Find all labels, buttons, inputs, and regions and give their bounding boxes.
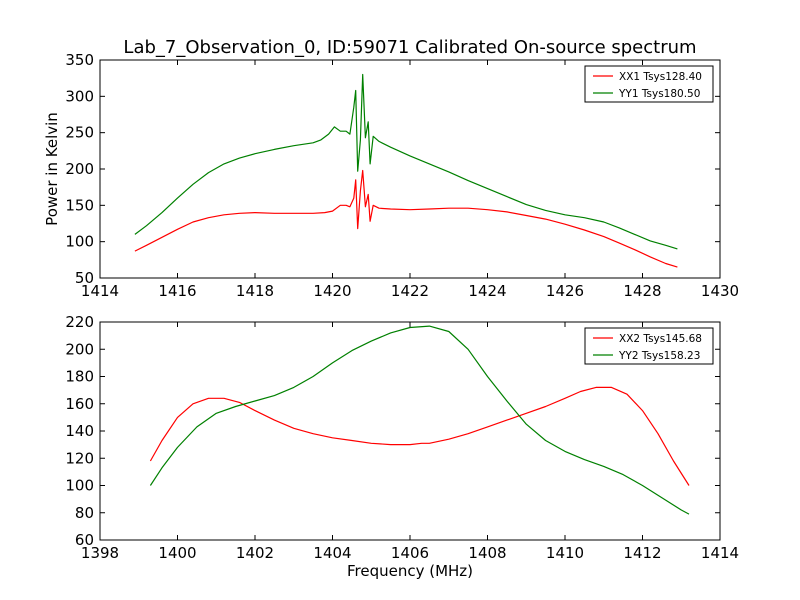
y-tick-label: 50 [75,269,94,287]
x-tick-label: 1414 [81,282,119,300]
y-tick-label: 100 [65,477,94,495]
y-tick-label: 220 [65,313,94,331]
y-tick-label: 160 [65,395,94,413]
series-line-yy-panel-1 [134,73,678,250]
x-tick-label: 1408 [468,544,506,562]
legend: XX1 Tsys128.40 YY1 Tsys180.50 [584,65,714,103]
x-tick-label: 1420 [313,282,351,300]
top-plot-panel: 1414 1416 1418 1420 1422 1424 1426 1428 1430 50 10… [65,51,739,300]
x-tick-label: 1406 [391,544,429,562]
y-tick-label: 200 [65,160,94,178]
legend: XX2 Tsys145.68 YY2 Tsys158.23 [584,327,714,365]
y-tick-label: 200 [65,340,94,358]
y-tick-label: 80 [75,504,94,522]
y-tick-label: 120 [65,449,94,467]
legend-entry: XX2 Tsys145.68 [619,333,702,345]
x-tick-label: 1416 [158,282,196,300]
series-line-yy-panel-2 [149,325,690,515]
x-tick-label: 1424 [468,282,506,300]
x-tick-label: 1418 [236,282,274,300]
y-tick-label: 250 [65,124,94,142]
series-line-xx-panel-2 [149,386,690,486]
y-tick-label: 300 [65,87,94,105]
x-tick-label: 1404 [313,544,351,562]
x-tick-label: 1422 [391,282,429,300]
legend-box [584,65,714,103]
x-tick-label: 1410 [546,544,584,562]
x-tick-label: 1430 [701,282,739,300]
bottom-plot-panel: 1398 1400 1402 1404 1406 1408 1410 1412 1414 60 80… [65,313,739,562]
x-tick-label: 1428 [623,282,661,300]
x-tick-label: 1426 [546,282,584,300]
legend-entry: YY2 Tsys158.23 [618,350,700,362]
x-tick-label: 1412 [623,544,661,562]
series-line-xx-panel-1 [134,169,678,268]
x-tick-label: 1402 [236,544,274,562]
y-tick-label: 180 [65,368,94,386]
x-tick-label: 1414 [701,544,739,562]
figure-title: Lab_7_Observation_0, ID:59071 Calibrated… [123,37,696,58]
y-tick-label: 60 [75,531,94,549]
y-axis-label-top: Power in Kelvin [43,112,61,226]
x-tick-label: 1398 [81,544,119,562]
legend-entry: XX1 Tsys128.40 [619,71,702,83]
y-tick-label: 100 [65,233,94,251]
y-tick-label: 140 [65,422,94,440]
y-tick-label: 150 [65,196,94,214]
x-axis-label-bottom: Frequency (MHz) [347,562,473,580]
legend-box [584,327,714,365]
x-tick-label: 1400 [158,544,196,562]
legend-entry: YY1 Tsys180.50 [618,88,700,100]
y-tick-label: 350 [65,51,94,69]
